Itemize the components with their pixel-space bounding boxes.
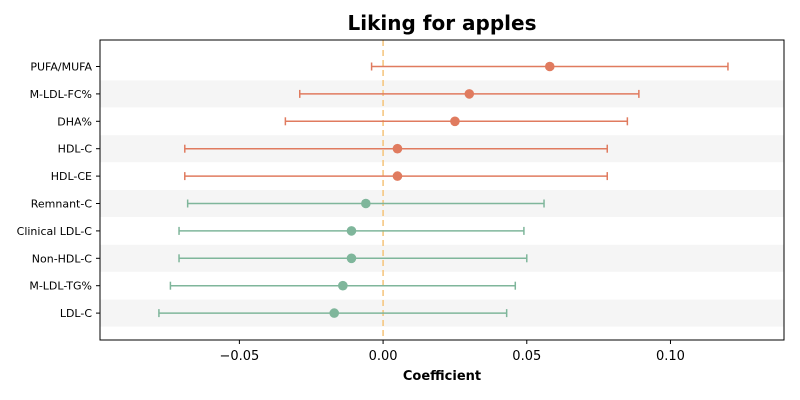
x-axis-label: Coefficient (403, 369, 481, 384)
y-tick-label-remnant-c: Remnant-C (31, 198, 93, 211)
y-tick-label-non-hdl-c: Non-HDL-C (32, 252, 93, 265)
x-tick-label-2: 0.05 (512, 349, 541, 364)
point-ldl-c (329, 308, 340, 318)
y-tick-label-clinical-ldl-c: Clinical LDL-C (17, 225, 93, 238)
point-hdl-c (392, 143, 403, 154)
y-tick-label-hdl-ce: HDL-CE (51, 170, 92, 183)
y-tick-label-m-ldl-tg: M-LDL-TG% (29, 280, 92, 293)
point-non-hdl-c (346, 253, 357, 264)
point-dha (450, 116, 460, 127)
chart-title: Liking for apples (348, 11, 537, 35)
point-remnant-c (361, 198, 371, 209)
point-m-ldl-fc (464, 89, 475, 99)
y-tick-label-ldl-c: LDL-C (60, 307, 93, 320)
y-tick-label-m-ldl-fc: M-LDL-FC% (30, 88, 92, 101)
x-tick-label-1: 0.00 (369, 349, 398, 364)
x-tick-label-3: 0.10 (656, 349, 685, 364)
x-axis: −0.05 0.00 0.05 0.10 (219, 340, 685, 364)
x-tick-label-0: −0.05 (219, 349, 259, 364)
y-tick-label-dha: DHA% (57, 115, 92, 128)
point-pufa-mufa (544, 61, 555, 72)
point-m-ldl-tg (338, 280, 348, 291)
y-tick-label-pufa-mufa: PUFA/MUFA (30, 61, 92, 74)
point-clinical-ldl-c (346, 226, 357, 236)
series-marks (158, 61, 729, 318)
y-tick-label-hdl-c: HDL-C (58, 143, 93, 156)
point-hdl-ce (392, 171, 403, 181)
y-axis: PUFA/MUFA M-LDL-FC% DHA% HDL-C HDL-CE Remnant… (17, 61, 100, 320)
plot-area-frame (99, 39, 785, 341)
